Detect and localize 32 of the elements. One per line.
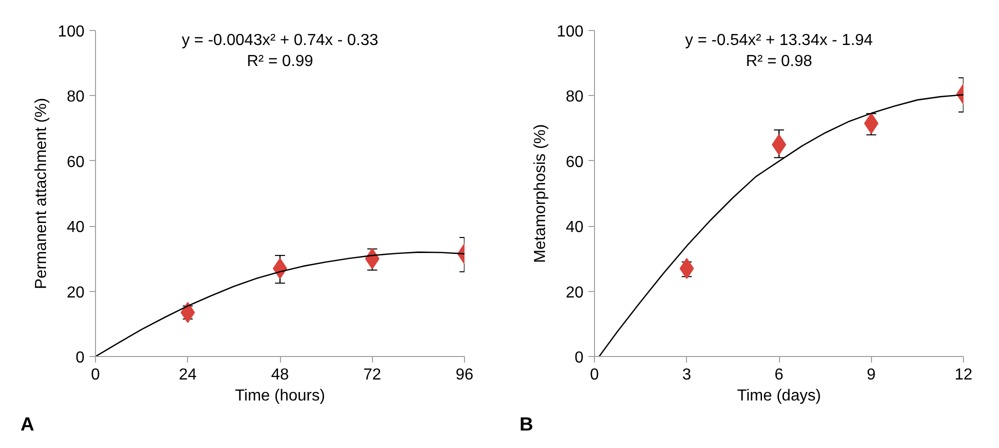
x-tick-label: 6 xyxy=(774,366,784,384)
x-tick-label: 3 xyxy=(682,366,692,384)
y-axis-title: Permanent attachment (%) xyxy=(32,98,50,290)
y-tick-label: 0 xyxy=(574,350,584,366)
x-tick-label: 12 xyxy=(954,366,972,384)
x-tick-label: 96 xyxy=(456,366,474,384)
y-tick-label: 40 xyxy=(566,219,584,236)
annotation: y = -0.54x² + 13.34x - 1.94 xyxy=(685,32,873,49)
text: B xyxy=(520,414,534,436)
y-tick-label: 80 xyxy=(566,88,584,106)
y-tick-label: 80 xyxy=(66,88,85,106)
x-tick-label: 72 xyxy=(363,366,382,384)
annotation: R² = 0.98 xyxy=(746,52,812,70)
y-tick-label: 60 xyxy=(66,154,85,171)
y-tick-label: 20 xyxy=(66,284,85,302)
x-tick-label: 9 xyxy=(866,366,876,384)
y-tick-label: 100 xyxy=(556,24,584,40)
y-tick-label: 60 xyxy=(566,154,584,171)
x-tick-label: 0 xyxy=(91,366,100,384)
y-tick-label: 0 xyxy=(76,350,85,366)
x-tick-label: 0 xyxy=(590,366,600,384)
y-tick-label: 40 xyxy=(66,219,85,236)
x-tick-label: 48 xyxy=(271,366,289,384)
x-tick-label: 24 xyxy=(178,366,197,384)
annotation: y = -0.0043x² + 0.74x - 0.33 xyxy=(182,32,378,49)
y-tick-label: 100 xyxy=(58,24,85,40)
x-axis-title: Time (hours) xyxy=(234,388,326,404)
x-axis-title: Time (days) xyxy=(737,388,821,404)
text: A xyxy=(20,414,34,436)
annotation: R² = 0.99 xyxy=(246,52,314,70)
y-tick-label: 20 xyxy=(566,284,584,302)
y-axis-title: Metamorphosis (%) xyxy=(532,124,549,263)
